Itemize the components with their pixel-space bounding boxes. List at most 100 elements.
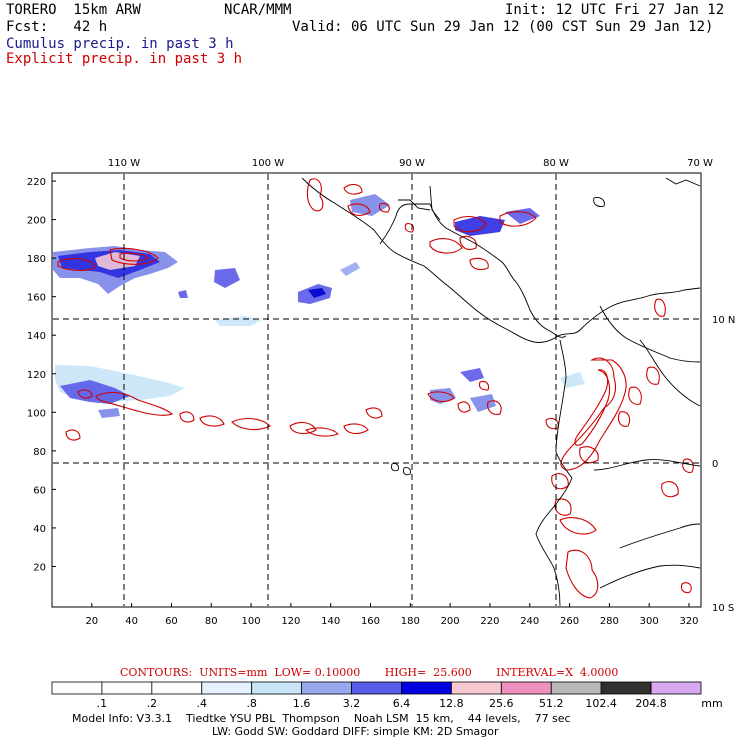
explicit-contour (565, 549, 599, 599)
explicit-contour (365, 407, 383, 419)
coastline (599, 564, 701, 589)
bottom-grid-ticks: 20 40 60 80 100 120 140 160 180 200 220 240 260 280 30… (85, 616, 698, 627)
colorbar-tick-label: 204.8 (635, 697, 667, 710)
colorbar-swatch (450, 681, 502, 695)
cumulus-patch (455, 216, 505, 236)
x-tick-label: 240 (520, 616, 539, 627)
colorbar-tick-label: .2 (146, 697, 158, 710)
contours-info: CONTOURS: UNITS=mm LOW= 0.10000 HIGH= 25… (120, 666, 619, 679)
x-tick-label: 300 (640, 616, 659, 627)
explicit-contour (77, 389, 93, 399)
explicit-contour (427, 391, 455, 403)
axis-ticks (52, 180, 690, 607)
colorbar-swatch (301, 681, 352, 695)
explicit-contour (487, 400, 502, 415)
lon-label: 100 W (252, 158, 284, 169)
cumulus-patch (98, 408, 120, 418)
cumulus-patch (350, 194, 390, 216)
colorbar-swatch (401, 681, 452, 695)
cumulus-precip-layer (53, 194, 585, 418)
x-tick-label: 100 (242, 616, 261, 627)
explicit-contour (404, 223, 415, 233)
explicit-contour (109, 247, 159, 265)
explicit-contour (95, 391, 174, 416)
colorbar-swatch (650, 681, 702, 695)
coastline (665, 177, 701, 187)
colorbar-tick-label: 25.6 (489, 697, 514, 710)
coastline (619, 523, 701, 549)
model-info-line: Model Info: V3.3.1 Tiedtke YSU PBL Thomp… (72, 712, 571, 725)
explicit-contour (378, 202, 390, 213)
coastline (593, 197, 605, 207)
explicit-contour (231, 417, 271, 431)
explicit-contour (654, 298, 666, 317)
explicit-contour (179, 411, 195, 423)
y-tick-label: 40 (33, 524, 46, 535)
physics-info-line: LW: Godd SW: Goddard DIFF: simple KM: 2D… (212, 725, 499, 738)
cumulus-patch (460, 368, 484, 382)
explicit-contour (478, 380, 490, 391)
lon-label: 110 W (108, 158, 140, 169)
explicit-contour (119, 252, 149, 262)
lon-label: 90 W (399, 158, 425, 169)
y-tick-label: 60 (33, 485, 46, 496)
x-tick-label: 60 (165, 616, 178, 627)
coastline (398, 199, 431, 211)
lon-label: 70 W (687, 158, 713, 169)
coastline (593, 459, 701, 471)
explicit-contour (289, 421, 317, 435)
lon-label: 80 W (543, 158, 569, 169)
coastline (301, 177, 701, 343)
y-tick-label: 160 (27, 293, 46, 304)
colorbar-swatch (351, 681, 402, 695)
coastline-layer (301, 177, 701, 607)
explicit-contour (579, 446, 599, 464)
colorbar-tick-label: 6.4 (392, 697, 411, 710)
explicit-contour (574, 369, 611, 446)
colorbar-swatch (600, 681, 652, 695)
explicit-contour (347, 203, 371, 216)
colorbar-tick-label: 51.2 (538, 697, 564, 710)
explicit-contour (343, 423, 369, 435)
forecast-hour: Fcst: 42 h (6, 19, 108, 35)
explicit-contour (680, 582, 692, 594)
colorbar-tick-label: .4 (196, 697, 208, 710)
x-tick-label: 180 (401, 616, 420, 627)
explicit-contour (646, 366, 660, 385)
coastline (403, 467, 411, 476)
colorbar-tick-label: 1.6 (292, 697, 311, 710)
x-tick-label: 280 (600, 616, 619, 627)
x-tick-label: 140 (321, 616, 340, 627)
x-tick-label: 40 (125, 616, 138, 627)
explicit-contour (199, 415, 225, 427)
explicit-contour (459, 235, 477, 251)
colorbar-swatch (550, 681, 602, 695)
cumulus-legend: Cumulus precip. in past 3 h (6, 36, 234, 52)
y-tick-label: 100 (27, 408, 46, 419)
valid-time: Valid: 06 UTC Sun 29 Jan 12 (00 CST Sun … (292, 19, 714, 35)
colorbar-tick-label: 102.4 (585, 697, 617, 710)
explicit-contour (429, 238, 463, 254)
explicit-contour (499, 211, 537, 227)
graticule (53, 174, 700, 606)
colorbar-tick-label: .8 (246, 697, 257, 710)
explicit-contour (559, 517, 597, 535)
explicit-contour (57, 257, 96, 272)
explicit-contour (343, 183, 363, 195)
cumulus-patch (95, 252, 140, 270)
explicit-contour (617, 411, 631, 427)
coastline (599, 305, 701, 363)
cumulus-patch (308, 288, 326, 298)
explicit-contour (661, 481, 679, 498)
explicit-contour (65, 429, 81, 441)
x-tick-label: 220 (480, 616, 499, 627)
colorbar-swatch (500, 681, 552, 695)
y-tick-label: 220 (27, 177, 46, 188)
explicit-contour (453, 215, 487, 233)
lat-label: 10 N (712, 315, 735, 326)
explicit-contour (304, 427, 340, 437)
x-tick-label: 200 (441, 616, 460, 627)
lat-label: 10 S (712, 603, 734, 614)
